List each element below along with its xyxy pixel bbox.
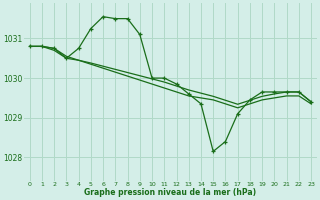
X-axis label: Graphe pression niveau de la mer (hPa): Graphe pression niveau de la mer (hPa): [84, 188, 256, 197]
